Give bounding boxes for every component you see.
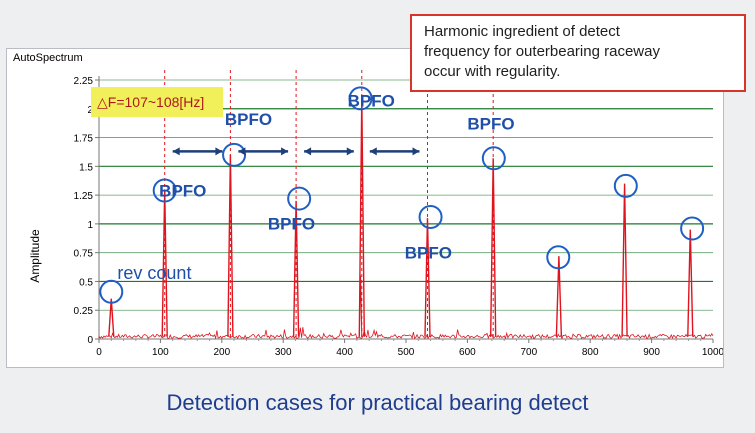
- peak-marker-circle: [613, 173, 638, 198]
- x-tick-label: 600: [459, 347, 476, 358]
- peak-marker-circle: [680, 216, 705, 241]
- spectrum-peak: [687, 229, 694, 337]
- y-tick-label: 2: [87, 105, 93, 116]
- y-tick-label: 1.25: [74, 191, 94, 202]
- x-tick-label: 300: [275, 347, 292, 358]
- peak-marker-circle: [222, 142, 247, 167]
- spectrum-peak: [424, 218, 431, 337]
- peak-marker-circle: [99, 279, 124, 304]
- interval-arrow-head-right: [281, 147, 289, 156]
- x-tick-label: 1000: [702, 347, 723, 358]
- spectrum-peak: [292, 200, 300, 337]
- spectrum-peak: [621, 183, 628, 337]
- spectrum-peak: [489, 158, 497, 337]
- bpfo-label: BPFO: [348, 91, 395, 110]
- spectrum-peak: [108, 298, 115, 337]
- interval-arrow-head-left: [172, 147, 180, 156]
- x-tick-label: 400: [336, 347, 353, 358]
- interval-arrow-head-right: [346, 147, 354, 156]
- harmonic-callout: Harmonic ingredient of detect frequency …: [410, 14, 746, 92]
- callout-line-3: occur with regularity.: [424, 63, 561, 80]
- interval-arrow-head-left: [238, 147, 246, 156]
- interval-arrow-head-right: [412, 147, 420, 156]
- spectrum-peak: [161, 189, 168, 337]
- y-tick-label: 0.25: [74, 306, 94, 317]
- bpfo-label: BPFO: [268, 215, 315, 234]
- chart-title: AutoSpectrum: [13, 52, 83, 64]
- x-tick-label: 900: [643, 347, 660, 358]
- x-tick-label: 100: [152, 347, 169, 358]
- callout-line-1: Harmonic ingredient of detect: [424, 23, 620, 40]
- y-tick-label: 0.75: [74, 249, 94, 260]
- y-tick-label: 0: [87, 335, 93, 346]
- peak-marker-circle: [418, 204, 443, 229]
- bpfo-label: BPFO: [467, 114, 514, 133]
- x-tick-label: 800: [582, 347, 599, 358]
- peak-marker-circle: [152, 178, 177, 203]
- spectrum-peak: [227, 154, 234, 337]
- interval-arrow-head-right: [215, 147, 223, 156]
- y-tick-label: 1.5: [79, 162, 93, 173]
- delta-f-label: △F=107~108[Hz]: [97, 94, 204, 110]
- bpfo-label: BPFO: [225, 110, 272, 129]
- y-tick-label: 1.75: [74, 134, 94, 145]
- peak-marker-circle: [481, 146, 506, 171]
- rev-count-label: rev count: [117, 263, 191, 283]
- interval-arrow-head-left: [304, 147, 312, 156]
- peak-marker-circle: [287, 186, 312, 211]
- figure-caption: Detection cases for practical bearing de…: [166, 390, 589, 415]
- spectrum-chart: 0 0.25 0.5 0.75 1 1.25 1.5 1.75 2 2.25 0 100 200 300 4…: [74, 70, 723, 358]
- x-tick-label: 200: [213, 347, 230, 358]
- spectrum-peak: [358, 97, 365, 337]
- spectrum-side-peak: [358, 275, 363, 337]
- chart-panel: AutoSpectrum Amplitude 0 0.25 0.5 0.75 1 1.25…: [6, 48, 724, 368]
- y-tick-label: 0.5: [79, 277, 93, 288]
- delta-f-highlight: [91, 87, 223, 117]
- spectrum-peak: [555, 256, 563, 337]
- bpfo-label: BPFO: [405, 243, 452, 262]
- spectrum-noise: [98, 327, 714, 340]
- y-tick-label: 2.25: [74, 76, 94, 87]
- x-tick-label: 0: [96, 347, 102, 358]
- bpfo-label: BPFO: [159, 181, 206, 200]
- peak-marker-circle: [348, 86, 373, 111]
- peak-marker-circle: [546, 245, 571, 270]
- callout-line-2: frequency for outerbearing raceway: [424, 43, 660, 60]
- x-tick-label: 500: [398, 347, 415, 358]
- x-tick-label: 700: [520, 347, 537, 358]
- interval-arrow-head-left: [369, 147, 377, 156]
- y-tick-label: 1: [87, 220, 93, 231]
